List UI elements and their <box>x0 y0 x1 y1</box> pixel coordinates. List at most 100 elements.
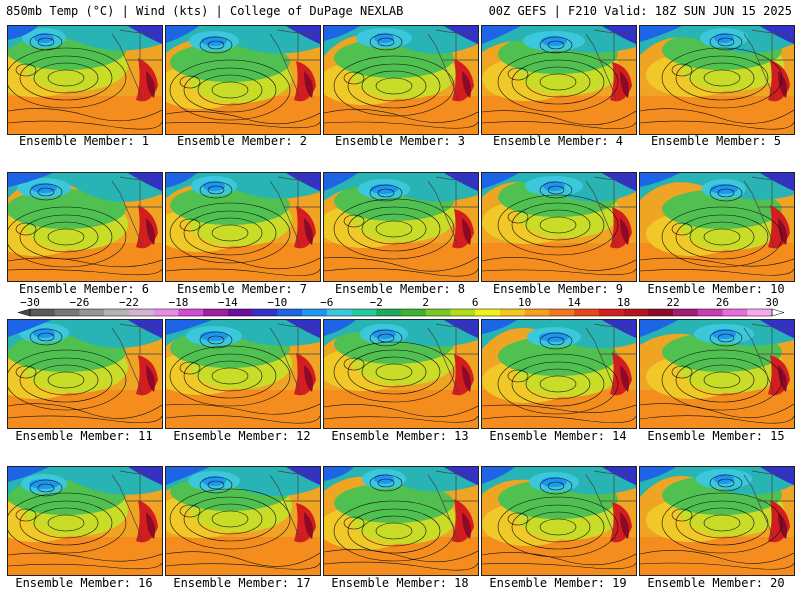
temperature-map <box>482 26 636 134</box>
forecast-valid-time: 00Z GEFS | F210 Valid: 18Z SUN JUN 15 20… <box>488 4 792 18</box>
ensemble-map-panel <box>481 466 637 576</box>
ensemble-map-panel <box>165 172 321 282</box>
colorbar-swatch <box>227 309 253 316</box>
colorbar-swatch <box>252 309 278 316</box>
temperature-map <box>8 26 162 134</box>
colorbar-tick-label: −22 <box>119 296 139 309</box>
colorbar-swatch <box>376 309 402 316</box>
ensemble-member-label: Ensemble Member: 13 <box>331 429 469 443</box>
colorbar-swatch <box>54 309 80 316</box>
colorbar-swatch <box>326 309 352 316</box>
colorbar-swatch <box>30 309 56 316</box>
colorbar-swatch <box>401 309 427 316</box>
ensemble-member-label: Ensemble Member: 14 <box>489 429 627 443</box>
colorbar-swatch <box>574 309 600 316</box>
ensemble-member-label: Ensemble Member: 12 <box>173 429 311 443</box>
temperature-map <box>324 320 478 428</box>
colorbar-swatch <box>722 309 748 316</box>
colorbar-swatch <box>302 309 328 316</box>
colorbar-tick-label: 30 <box>765 296 778 309</box>
ensemble-map-panel <box>639 466 795 576</box>
temperature-map <box>324 467 478 575</box>
colorbar-swatch <box>153 309 179 316</box>
temperature-map <box>324 173 478 281</box>
temperature-map <box>166 173 320 281</box>
colorbar-swatch <box>499 309 525 316</box>
ensemble-map-panel <box>639 172 795 282</box>
colorbar-swatch <box>104 309 130 316</box>
colorbar-swatch <box>475 309 501 316</box>
ensemble-member-label: Ensemble Member: 8 <box>334 282 466 296</box>
colorbar-swatch <box>277 309 303 316</box>
colorbar-tick-label: 18 <box>617 296 630 309</box>
colorbar-swatch <box>79 309 105 316</box>
colorbar-swatch <box>203 309 229 316</box>
map-title: 850mb Temp (°C) | Wind (kts) | College o… <box>6 4 404 18</box>
ensemble-map-panel <box>165 319 321 429</box>
temperature-map <box>482 467 636 575</box>
temperature-colorbar: −30−26−22−18−14−10−6−2261014182226303438… <box>17 296 785 317</box>
colorbar-tick-label: 26 <box>716 296 729 309</box>
ensemble-map-panel <box>481 172 637 282</box>
ensemble-member-label: Ensemble Member: 1 <box>18 134 150 148</box>
temperature-map <box>482 320 636 428</box>
ensemble-map-panel <box>323 25 479 135</box>
colorbar-tick-label: 6 <box>472 296 479 309</box>
ensemble-map-panel <box>7 466 163 576</box>
ensemble-map-panel <box>323 319 479 429</box>
ensemble-map-panel <box>7 25 163 135</box>
temperature-map <box>166 467 320 575</box>
ensemble-member-label: Ensemble Member: 15 <box>647 429 785 443</box>
ensemble-map-panel <box>165 25 321 135</box>
temperature-map <box>166 26 320 134</box>
temperature-map <box>8 320 162 428</box>
colorbar-swatch <box>524 309 550 316</box>
ensemble-member-label: Ensemble Member: 2 <box>176 134 308 148</box>
ensemble-member-label: Ensemble Member: 9 <box>492 282 624 296</box>
colorbar-swatch <box>425 309 451 316</box>
colorbar-swatch <box>598 309 624 316</box>
ensemble-map-panel <box>165 466 321 576</box>
temperature-map <box>324 26 478 134</box>
temperature-map <box>166 320 320 428</box>
colorbar-tick-label: −2 <box>370 296 383 309</box>
temperature-map <box>640 467 794 575</box>
colorbar-tick-label: 14 <box>568 296 582 309</box>
colorbar-swatch <box>128 309 154 316</box>
colorbar-swatch <box>697 309 723 316</box>
ensemble-map-panel <box>639 319 795 429</box>
colorbar-swatch <box>549 309 575 316</box>
colorbar-tick-label: 22 <box>666 296 679 309</box>
ensemble-map-panel <box>323 466 479 576</box>
temperature-map <box>8 467 162 575</box>
ensemble-member-label: Ensemble Member: 5 <box>650 134 782 148</box>
ensemble-map-panel <box>481 25 637 135</box>
ensemble-member-label: Ensemble Member: 20 <box>647 576 785 590</box>
colorbar-tick-label: −30 <box>20 296 40 309</box>
colorbar-swatch <box>673 309 699 316</box>
ensemble-map-panel <box>639 25 795 135</box>
ensemble-member-label: Ensemble Member: 11 <box>15 429 153 443</box>
colorbar-swatch <box>623 309 649 316</box>
colorbar-tick-label: 10 <box>518 296 531 309</box>
ensemble-map-panel <box>323 172 479 282</box>
ensemble-member-label: Ensemble Member: 6 <box>18 282 150 296</box>
ensemble-member-label: Ensemble Member: 7 <box>176 282 308 296</box>
colorbar-tick-label: −18 <box>168 296 188 309</box>
temperature-map <box>640 320 794 428</box>
ensemble-member-label: Ensemble Member: 18 <box>331 576 469 590</box>
ensemble-member-label: Ensemble Member: 3 <box>334 134 466 148</box>
colorbar-tick-label: −6 <box>320 296 333 309</box>
temperature-map <box>640 173 794 281</box>
colorbar-low-arrow <box>17 308 31 317</box>
colorbar-high-arrow <box>771 308 785 317</box>
ensemble-member-label: Ensemble Member: 16 <box>15 576 153 590</box>
ensemble-member-label: Ensemble Member: 17 <box>173 576 311 590</box>
colorbar-tick-label: 2 <box>422 296 429 309</box>
ensemble-map-panel <box>481 319 637 429</box>
temperature-map <box>8 173 162 281</box>
ensemble-member-label: Ensemble Member: 4 <box>492 134 624 148</box>
ensemble-member-label: Ensemble Member: 19 <box>489 576 627 590</box>
colorbar-swatch <box>351 309 377 316</box>
ensemble-map-panel <box>7 172 163 282</box>
